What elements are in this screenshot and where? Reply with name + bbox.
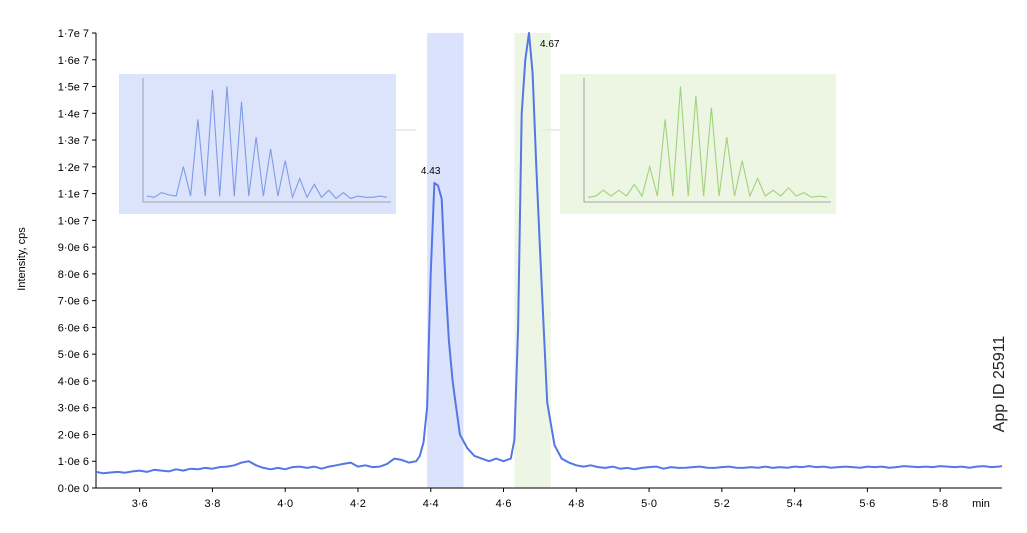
x-axis-unit: min bbox=[972, 498, 990, 510]
x-tick-label: 4·8 bbox=[568, 498, 584, 510]
app-id-label: App ID 25911 bbox=[991, 336, 1008, 433]
peak-labels: 4.43 4.67 bbox=[421, 39, 560, 177]
y-tick-label: 9·0e 6 bbox=[58, 242, 89, 254]
y-tick-label: 1·7e 7 bbox=[58, 28, 89, 40]
x-tick-label: 4·0 bbox=[277, 498, 293, 510]
x-tick-label: 5·6 bbox=[859, 498, 875, 510]
x-tick-label: 5·2 bbox=[714, 498, 730, 510]
tick-labels: 0·0e 0 1·0e 6 2·0e 6 3·0e 6 4·0e 6 5·0e 6 6·0e… bbox=[58, 28, 948, 510]
y-tick-label: 2·0e 6 bbox=[58, 429, 89, 441]
inset-spectrum-line bbox=[146, 86, 388, 200]
x-tick-label: 5·0 bbox=[641, 498, 657, 510]
peak-label: 4.43 bbox=[421, 166, 441, 177]
y-tick-label: 1·5e 7 bbox=[58, 82, 89, 94]
inset-box bbox=[560, 74, 836, 214]
inset-spectrum-line bbox=[587, 86, 828, 198]
y-tick-label: 5·0e 6 bbox=[58, 349, 89, 361]
series-line bbox=[95, 32, 1003, 475]
y-tick-label: 1·4e 7 bbox=[58, 108, 89, 120]
y-tick-label: 4·0e 6 bbox=[58, 376, 89, 388]
x-tick-label: 5·8 bbox=[932, 498, 948, 510]
y-tick-label: 3·0e 6 bbox=[58, 403, 89, 415]
highlight-region bbox=[514, 33, 551, 488]
x-tick-label: 4·2 bbox=[350, 498, 366, 510]
highlight-regions bbox=[427, 33, 551, 488]
y-axis-title: Intensity, cps bbox=[16, 227, 28, 291]
y-tick-label: 1·3e 7 bbox=[58, 135, 89, 147]
series-group bbox=[95, 32, 1003, 475]
y-tick-label: 0·0e 0 bbox=[58, 483, 89, 495]
spectrum-insets bbox=[119, 74, 836, 214]
x-tick-label: 4·4 bbox=[423, 498, 439, 510]
y-tick-label: 7·0e 6 bbox=[58, 296, 89, 308]
x-tick-label: 3·6 bbox=[132, 498, 148, 510]
y-tick-label: 1·2e 7 bbox=[58, 162, 89, 174]
x-tick-label: 3·8 bbox=[204, 498, 220, 510]
y-tick-label: 1·6e 7 bbox=[58, 55, 89, 67]
y-tick-label: 1·0e 7 bbox=[58, 215, 89, 227]
y-tick-label: 1·0e 6 bbox=[58, 456, 89, 468]
axes bbox=[95, 33, 1002, 489]
x-tick-label: 5·4 bbox=[787, 498, 803, 510]
y-tick-label: 8·0e 6 bbox=[58, 269, 89, 281]
x-tick-label: 4·6 bbox=[496, 498, 512, 510]
y-tick-label: 6·0e 6 bbox=[58, 322, 89, 334]
peak-label: 4.67 bbox=[540, 39, 560, 50]
y-tick-label: 1·1e 7 bbox=[58, 189, 89, 201]
